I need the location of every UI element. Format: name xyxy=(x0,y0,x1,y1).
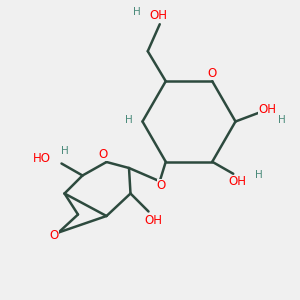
Text: O: O xyxy=(157,179,166,192)
Text: H: H xyxy=(134,7,141,17)
Text: H: H xyxy=(61,146,68,157)
Text: H: H xyxy=(255,170,262,180)
Text: HO: HO xyxy=(33,152,51,166)
Text: O: O xyxy=(99,148,108,161)
Text: OH: OH xyxy=(229,175,247,188)
Text: OH: OH xyxy=(144,214,162,227)
Text: O: O xyxy=(50,229,58,242)
Text: OH: OH xyxy=(258,103,276,116)
Text: H: H xyxy=(125,115,133,125)
Text: OH: OH xyxy=(149,9,167,22)
Text: O: O xyxy=(208,67,217,80)
Text: H: H xyxy=(278,115,286,125)
